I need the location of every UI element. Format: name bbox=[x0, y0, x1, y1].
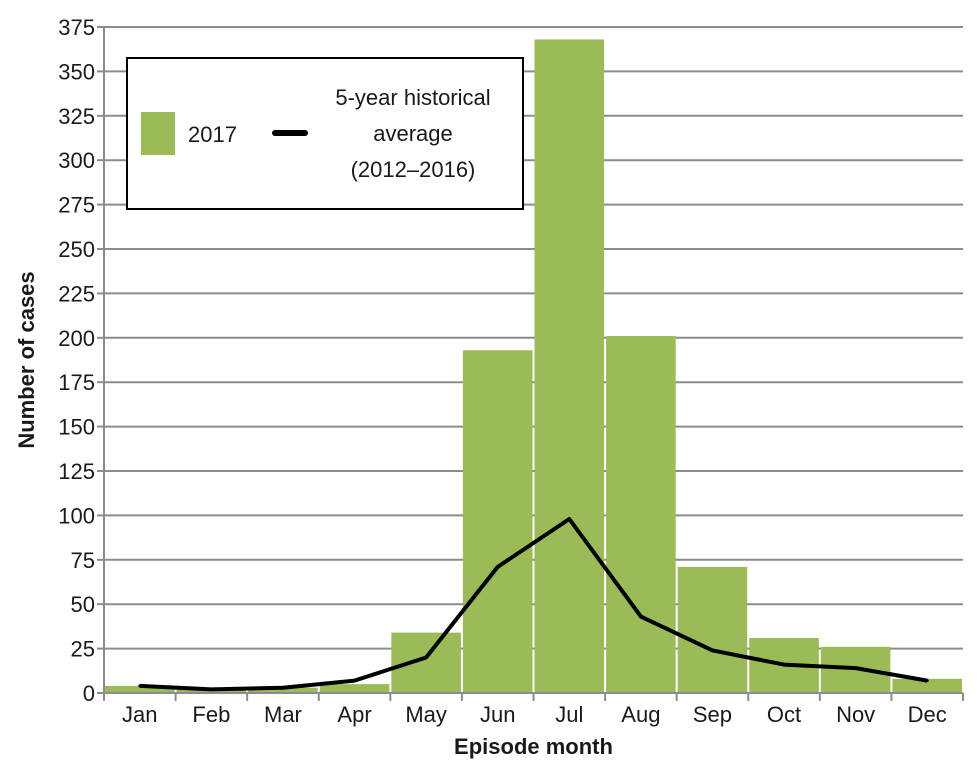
y-tick-label: 75 bbox=[71, 548, 95, 573]
legend-label-2017: 2017 bbox=[188, 122, 237, 147]
bar-dec bbox=[892, 678, 962, 693]
average-point-sep bbox=[710, 648, 714, 652]
bar-jun bbox=[462, 350, 533, 693]
legend-box bbox=[126, 57, 524, 210]
y-tick-label: 100 bbox=[58, 503, 95, 528]
bar-may bbox=[391, 632, 461, 693]
x-tick-label: Nov bbox=[836, 702, 875, 727]
legend-label-average-line: average bbox=[373, 121, 453, 146]
legend-label-average-line: (2012–2016) bbox=[351, 157, 476, 182]
x-tick-label: Apr bbox=[337, 702, 371, 727]
average-point-may bbox=[424, 655, 428, 659]
average-line bbox=[139, 517, 928, 692]
bar-mar bbox=[248, 687, 318, 693]
line-series-average bbox=[138, 517, 929, 692]
x-tick-label: Jul bbox=[555, 702, 583, 727]
bar-sep bbox=[677, 566, 748, 693]
x-tick-label: Dec bbox=[908, 702, 947, 727]
y-tick-label: 325 bbox=[58, 104, 95, 129]
y-tick-label: 275 bbox=[58, 193, 95, 218]
average-point-oct bbox=[782, 663, 786, 667]
y-tick-label: 50 bbox=[71, 592, 95, 617]
axes bbox=[97, 26, 964, 701]
x-tick-label: May bbox=[405, 702, 447, 727]
legend-label-average-line: 5-year historical bbox=[335, 85, 490, 110]
x-axis-title: Episode month bbox=[454, 734, 613, 759]
average-point-aug bbox=[639, 615, 643, 619]
x-tick-label: Feb bbox=[192, 702, 230, 727]
bar-jul bbox=[534, 39, 605, 693]
y-tick-label: 175 bbox=[58, 370, 95, 395]
x-tick-label: Aug bbox=[621, 702, 660, 727]
average-point-jul bbox=[567, 517, 571, 521]
x-tick-label: Jan bbox=[122, 702, 157, 727]
average-point-jun bbox=[496, 565, 500, 569]
y-tick-label: 125 bbox=[58, 459, 95, 484]
x-tick-label: Oct bbox=[767, 702, 801, 727]
bar-apr bbox=[319, 684, 390, 693]
average-point-jan bbox=[138, 684, 142, 688]
y-tick-label: 25 bbox=[71, 637, 95, 662]
x-tick-labels: Jan Feb Mar Apr May Jun Jul Aug Sep Oct Nov Dec bbox=[122, 702, 947, 727]
legend: 2017 5-year historical average (2012–2016) bbox=[126, 57, 524, 210]
average-point-nov bbox=[854, 666, 858, 670]
bar-jan bbox=[105, 685, 175, 693]
y-axis-title: Number of cases bbox=[14, 271, 39, 448]
average-point-dec bbox=[925, 679, 929, 683]
y-tick-label: 375 bbox=[58, 15, 95, 40]
y-tick-label: 225 bbox=[58, 281, 95, 306]
average-point-mar bbox=[281, 686, 285, 690]
legend-swatch-2017 bbox=[141, 112, 175, 155]
bar-series-2017 bbox=[105, 39, 962, 693]
bar-aug bbox=[606, 336, 676, 693]
x-tick-label: Sep bbox=[693, 702, 732, 727]
y-tick-label: 350 bbox=[58, 59, 95, 84]
y-tick-label: 150 bbox=[58, 415, 95, 440]
legend-label-average: 5-year historical average (2012–2016) bbox=[335, 85, 490, 182]
y-tick-labels: 0 25 50 75 100 125 150 175 200 225 250 275 300 325 350… bbox=[58, 15, 95, 706]
y-tick-label: 300 bbox=[58, 148, 95, 173]
y-tick-label: 0 bbox=[83, 681, 95, 706]
y-tick-label: 250 bbox=[58, 237, 95, 262]
y-tick-label: 200 bbox=[58, 326, 95, 351]
x-tick-label: Jun bbox=[480, 702, 515, 727]
average-point-apr bbox=[353, 679, 357, 683]
average-point-feb bbox=[209, 687, 213, 691]
x-tick-label: Mar bbox=[264, 702, 302, 727]
